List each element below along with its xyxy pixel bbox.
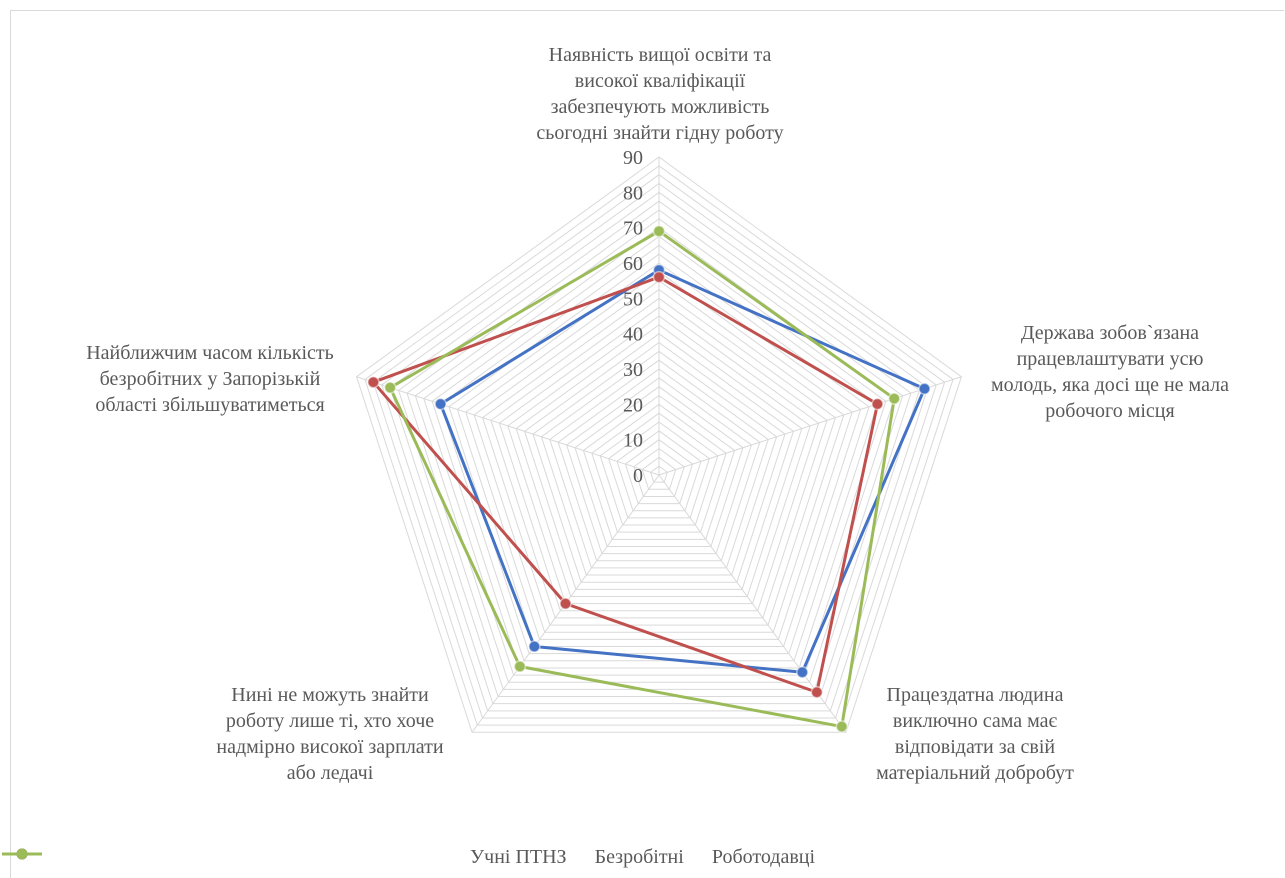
legend-item: Роботодавці [2,846,816,869]
data-point [796,665,809,679]
category-label-line: матеріальний добробут [876,762,1074,784]
data-point [528,640,541,653]
legend-marker [2,848,42,860]
category-label: Наявність вищої освіти та високої кваліфі… [470,42,850,146]
tick-label: 70 [623,218,643,240]
tick-label: 90 [623,147,643,169]
category-label-line: або ледачі [286,762,374,784]
data-point [887,392,901,405]
grid-ring [381,182,937,712]
category-label-line: області збільшуватиметься [95,394,325,416]
series-line [371,275,879,694]
tick-label: 40 [623,324,643,346]
category-label-line: надмірно високої зарплати [216,736,444,758]
grid-ring [490,297,828,619]
tick-label: 30 [623,359,643,381]
tick-label: 10 [623,430,643,452]
category-label-line: безробітних у Запорізькій [99,368,321,390]
grid-ring [448,253,870,655]
data-point [513,660,527,673]
category-label-line: працевлаштувати усю [1016,348,1204,370]
category-label-line: Найближчим часом кількість [86,342,334,364]
series-line [439,268,926,674]
grid-ring [574,386,744,547]
grid-ring [523,333,795,590]
grid-ring [608,421,710,519]
legend-label: Роботодавці [711,846,816,868]
legend-item: Безробітні [2,846,684,869]
grid-ring [532,341,786,583]
category-label: Нині не можуть знайти роботу лише ті, хто… [165,682,495,786]
category-label-line: Наявність вищої освіти та [548,44,772,66]
data-point [652,270,666,284]
grid-ring [557,368,761,562]
grid-ring [456,262,862,648]
grid-ring [364,165,954,726]
grid-ring [515,324,803,597]
category-label-line: сьогодні знайти гідну роботу [536,122,784,144]
grid-ring [641,456,677,490]
data-point [918,382,931,395]
category-label-line: Працездатна людина [886,684,1064,706]
legend-label: Учні ПТНЗ [469,846,567,868]
grid-ring [465,271,853,640]
category-label-line: Нині не можуть знайти [231,684,429,706]
data-point [434,397,447,411]
grid-ring [355,156,963,733]
category-label: Працездатна людина виключно сама має відпо… [810,682,1140,786]
grid-ring [616,430,702,512]
category-label-line: роботу лише ті, хто хоче [225,710,435,732]
legend: Учні ПТНЗ Безробітні Роботодавці [0,846,1285,869]
tick-label: 80 [623,182,643,204]
grid-ring [414,218,904,683]
grid-ring [633,447,685,497]
grid-ring [566,377,752,555]
category-label-line: молодь, яка досі ще не мала [991,374,1229,396]
grid-ring [591,403,727,533]
grid-spoke [356,376,660,476]
data-point [367,375,380,389]
data-point [810,685,824,699]
grid-ring [481,288,837,626]
category-label: Найближчим часом кількість безробітних у … [30,340,390,418]
category-label-line: виключно сама має [892,710,1058,732]
category-label-line: Держава зобов`язана [1020,322,1200,344]
grid-ring [431,235,887,669]
tick-label: 60 [623,253,643,275]
legend-label: Безробітні [594,846,684,868]
legend-item: Учні ПТНЗ [2,846,567,869]
data-point [871,397,884,411]
grid-ring [507,315,811,605]
grid-ring [599,412,719,526]
chart-frame [10,10,1284,878]
category-label-line: високої кваліфікації [574,70,746,92]
data-point [652,224,666,238]
grid-ring [540,350,778,576]
category-label-line: забезпечують можливість [550,96,770,118]
grid-ring [624,439,694,505]
grid-ring [582,394,736,540]
grid-ring [439,244,879,662]
grid-ring [650,465,668,483]
data-point [835,720,849,733]
grid-spoke [658,376,962,476]
category-label-line: робочого місця [1045,400,1175,422]
grid-ring [498,306,820,612]
category-label-line: відповідати за свій [894,736,1056,758]
grid-ring [372,174,946,719]
data-point [559,597,572,610]
data-point [383,381,397,394]
tick-label: 0 [633,465,643,487]
tick-label: 50 [623,288,643,310]
tick-label: 20 [623,394,643,416]
grid-ring [473,280,845,633]
category-label: Держава зобов`язана працевлаштувати усю мо… [945,320,1275,424]
series-line [388,229,896,729]
grid-ring [549,359,769,569]
grid-ring [389,191,929,705]
